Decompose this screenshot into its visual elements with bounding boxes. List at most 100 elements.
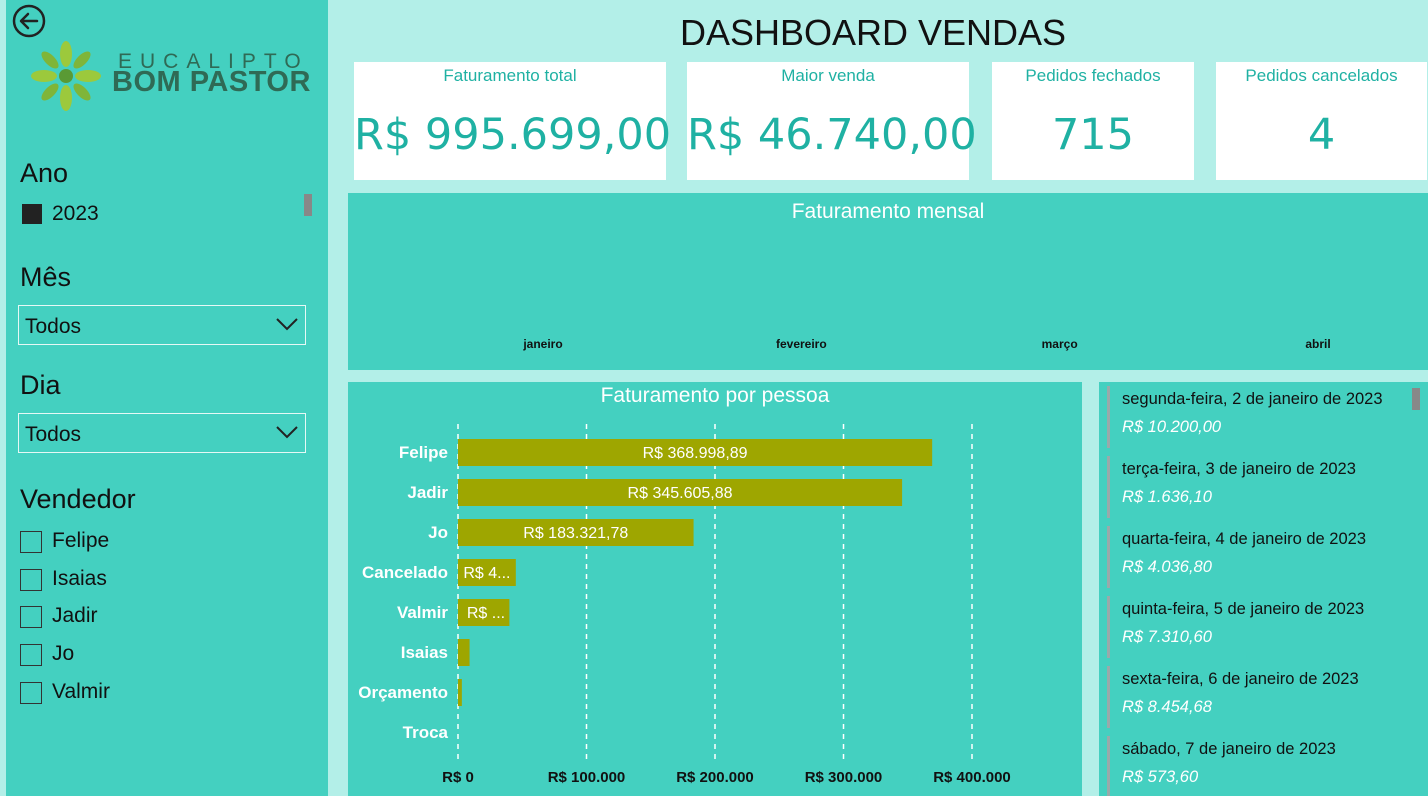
day-date: quinta-feira, 5 de janeiro de 2023 <box>1122 600 1365 618</box>
y-category-label: Jadir <box>407 483 448 502</box>
kpi-value: 4 <box>1307 110 1336 160</box>
revenue-by-person-plot: R$ 0 R$ 100.000 R$ 200.000 R$ 300.000 R$ 400… <box>358 424 1011 786</box>
day-value: R$ 8.454,68 <box>1122 698 1212 716</box>
logo-text-top: EUCALIPTO <box>118 50 309 73</box>
day-value: R$ 1.636,10 <box>1122 488 1212 506</box>
eucalyptus-logo-icon <box>31 41 101 111</box>
vendedor-option-valmir[interactable]: Valmir <box>20 679 280 705</box>
checkbox[interactable] <box>20 531 42 553</box>
vendedor-option-label: Jo <box>52 642 75 665</box>
chevron-down-icon <box>276 318 298 331</box>
bar <box>458 599 510 626</box>
day-date: terça-feira, 3 de janeiro de 2023 <box>1122 460 1356 478</box>
vendedor-option-felipe[interactable]: Felipe <box>20 528 280 554</box>
list-item: sexta-feira, 6 de janeiro de 2023 R$ 8.4… <box>1107 666 1407 728</box>
x-tick-label: R$ 0 <box>442 769 474 786</box>
dia-dropdown-value: Todos <box>25 423 82 446</box>
logo-text-bottom: BOM PASTOR <box>112 66 311 98</box>
x-tick-label: fevereiro <box>776 337 827 351</box>
filter-title-mes: Mês <box>20 262 72 292</box>
kpi-card-pedidos-fechados: Pedidos fechados 715 <box>992 62 1194 180</box>
kpi-title: Pedidos cancelados <box>1245 66 1398 85</box>
x-tick-label: abril <box>1305 337 1330 351</box>
vendedor-option-jadir[interactable]: Jadir <box>20 603 280 629</box>
list-item: quinta-feira, 5 de janeiro de 2023 R$ 7.… <box>1107 596 1407 658</box>
back-arrow-icon[interactable] <box>12 4 46 38</box>
chevron-down-icon <box>276 426 298 439</box>
kpi-value: 715 <box>1051 110 1135 160</box>
vendedor-option-label: Jadir <box>52 604 98 627</box>
day-value: R$ 10.200,00 <box>1122 418 1222 436</box>
page-title: DASHBOARD VENDAS <box>679 12 1067 53</box>
day-date: segunda-feira, 2 de janeiro de 2023 <box>1122 390 1383 408</box>
revenue-by-person-chart: Faturamento por pessoa R$ 0 R$ 100.000 R$ … <box>348 382 1082 796</box>
bar <box>458 479 903 506</box>
checkbox[interactable] <box>20 569 42 591</box>
bar-data-label: R$ 4... <box>463 565 510 582</box>
kpi-card-pedidos-cancelados: Pedidos cancelados 4 <box>1216 62 1427 180</box>
y-category-label: Felipe <box>399 443 448 462</box>
x-tick-label: janeiro <box>522 337 562 351</box>
bar <box>458 639 470 666</box>
chart-title: Faturamento por pessoa <box>600 384 830 407</box>
checkbox[interactable] <box>20 682 42 704</box>
bar-data-label: R$ 345.605,88 <box>628 485 733 502</box>
y-category-label: Orçamento <box>358 683 448 702</box>
kpi-card-faturamento-total: Faturamento total R$ 995.699,00 <box>354 62 672 180</box>
kpi-title: Maior venda <box>781 66 875 85</box>
bar <box>458 519 694 546</box>
x-tick-label: R$ 200.000 <box>676 769 754 786</box>
kpi-value: R$ 995.699,00 <box>354 110 672 160</box>
daily-revenue-list[interactable]: segunda-feira, 2 de janeiro de 2023 R$ 1… <box>1099 382 1428 796</box>
ano-option-label[interactable]: 2023 <box>52 202 99 225</box>
vendedor-option-label: Valmir <box>52 680 110 703</box>
list-item: terça-feira, 3 de janeiro de 2023 R$ 1.6… <box>1107 456 1407 518</box>
x-tick-label: R$ 100.000 <box>548 769 626 786</box>
bar-data-label: R$ 183.321,78 <box>523 525 628 542</box>
filter-title-vendedor: Vendedor <box>20 484 136 514</box>
day-date: sexta-feira, 6 de janeiro de 2023 <box>1122 670 1359 688</box>
checkbox[interactable] <box>20 644 42 666</box>
y-category-label: Cancelado <box>362 563 448 582</box>
vendedor-option-isaias[interactable]: Isaias <box>20 566 280 592</box>
bar-data-label: R$ 368.998,89 <box>643 445 748 462</box>
y-category-label: Valmir <box>397 603 448 622</box>
vendedor-option-label: Isaias <box>52 567 107 590</box>
y-category-label: Isaias <box>401 643 448 662</box>
vendedor-option-jo[interactable]: Jo <box>20 641 280 667</box>
kpi-title: Faturamento total <box>443 66 577 85</box>
chart-title: Faturamento mensal <box>791 200 985 223</box>
mes-dropdown-value: Todos <box>25 315 82 338</box>
list-item: segunda-feira, 2 de janeiro de 2023 R$ 1… <box>1107 386 1407 448</box>
day-value: R$ 7.310,60 <box>1122 628 1212 646</box>
kpi-value: R$ 46.740,00 <box>687 110 977 160</box>
filter-title-ano: Ano <box>20 158 69 188</box>
kpi-title: Pedidos fechados <box>1025 66 1161 85</box>
list-scrollbar[interactable] <box>1412 388 1420 410</box>
ano-checkbox-checked[interactable] <box>22 204 42 224</box>
y-category-label: Jo <box>428 523 448 542</box>
ano-scrollbar[interactable] <box>304 194 312 216</box>
kpi-card-maior-venda: Maior venda R$ 46.740,00 <box>687 62 977 180</box>
day-date: sábado, 7 de janeiro de 2023 <box>1122 740 1336 758</box>
bar-data-label: R$ ... <box>467 605 505 622</box>
mes-dropdown[interactable]: Todos <box>18 305 306 345</box>
x-tick-label: R$ 300.000 <box>805 769 883 786</box>
day-value: R$ 573,60 <box>1122 768 1199 786</box>
bar <box>458 559 516 586</box>
x-tick-label: março <box>1042 337 1078 351</box>
x-tick-label: R$ 400.000 <box>933 769 1011 786</box>
day-value: R$ 4.036,80 <box>1122 558 1212 576</box>
day-date: quarta-feira, 4 de janeiro de 2023 <box>1122 530 1367 548</box>
checkbox[interactable] <box>20 606 42 628</box>
y-category-label: Troca <box>403 723 449 742</box>
dia-dropdown[interactable]: Todos <box>18 413 306 453</box>
filter-sidebar: EUCALIPTO BOM PASTOR Ano 2023 Mês Todos … <box>6 0 328 796</box>
bar <box>458 439 933 466</box>
filter-title-dia: Dia <box>20 370 61 400</box>
vendedor-option-label: Felipe <box>52 529 110 552</box>
list-item: sábado, 7 de janeiro de 2023 R$ 573,60 <box>1107 736 1407 796</box>
list-item: quarta-feira, 4 de janeiro de 2023 R$ 4.… <box>1107 526 1407 588</box>
